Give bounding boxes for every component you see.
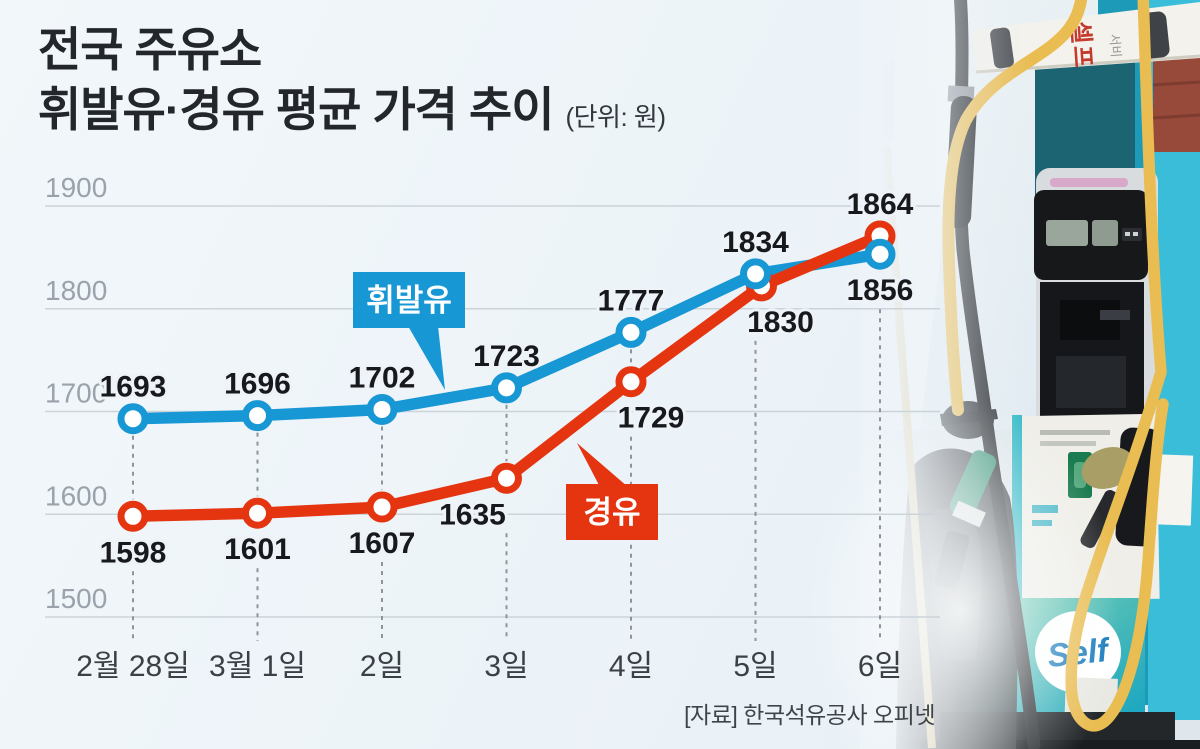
chart-title: 전국 주유소 휘발유·경유 평균 가격 추이 (단위: 원)	[38, 20, 666, 140]
title-line2-text: 휘발유·경유 평균 가격 추이	[38, 83, 554, 137]
title-line2: 휘발유·경유 평균 가격 추이 (단위: 원)	[38, 80, 666, 140]
x-axis-label: 3일	[484, 650, 528, 683]
value-label-series-1: 1598	[100, 536, 167, 569]
x-axis-label: 4일	[609, 650, 653, 683]
legend-callout-box-0	[353, 272, 465, 328]
data-point-series-0	[366, 393, 398, 425]
y-axis-label: 1900	[45, 172, 107, 203]
x-axis-label: 5일	[733, 650, 777, 683]
data-point-series-0	[491, 372, 522, 404]
y-axis-label: 1500	[45, 583, 107, 614]
volume-lcd-screen	[1092, 220, 1118, 246]
brick-wall	[1153, 52, 1200, 152]
value-label-series-1: 1607	[349, 527, 416, 560]
self-sign-subtext: 서비	[1107, 33, 1124, 58]
legend-label-1: 경유	[583, 495, 640, 530]
unit-note: (단위: 원)	[565, 102, 666, 133]
data-point-series-1	[615, 366, 647, 398]
x-axis-label: 2월 28일	[76, 650, 190, 683]
series-line-1	[127, 230, 886, 523]
value-label-series-1: 1729	[618, 402, 685, 435]
data-point-series-1	[117, 500, 149, 532]
data-point-series-1	[491, 462, 522, 494]
legend-callout-box-1	[566, 484, 658, 540]
value-label-series-0: 1693	[100, 371, 167, 404]
value-label-series-1: 1601	[224, 533, 291, 566]
value-label-series-1: 1830	[747, 306, 814, 339]
data-point-series-0	[242, 400, 273, 432]
source-credit: [자료] 한국석유공사 오피넷	[684, 702, 935, 728]
legend-callout-tail-0	[408, 326, 445, 390]
data-point-series-1	[242, 497, 273, 529]
paper-notice	[1156, 454, 1194, 526]
data-point-series-0	[117, 403, 149, 435]
value-label-series-0: 1696	[224, 368, 291, 401]
legend-callout-tail-1	[577, 443, 628, 487]
data-point-series-1	[746, 270, 777, 302]
value-label-series-0: 1723	[473, 340, 540, 373]
pump-display-module	[1034, 190, 1148, 280]
x-axis-label: 3월 1일	[209, 650, 306, 683]
series-line-0	[127, 248, 886, 425]
value-label-series-0: 1702	[349, 361, 416, 394]
gas-pump-illustration: 셀프 서비	[860, 0, 1200, 749]
data-point-series-1	[366, 491, 398, 523]
value-label-series-1: 1635	[439, 498, 506, 531]
gas-pump-photo: 셀프 서비	[800, 0, 1200, 749]
value-label-series-0: 1834	[722, 226, 789, 259]
legend-label-0: 휘발유	[366, 283, 452, 318]
data-point-series-0	[615, 316, 647, 348]
data-point-series-0	[740, 258, 771, 290]
y-axis-label: 1700	[45, 378, 107, 409]
y-axis-label: 1600	[45, 480, 107, 511]
title-line1: 전국 주유소	[38, 23, 262, 76]
value-label-series-0: 1777	[598, 284, 665, 317]
y-axis-label: 1800	[45, 275, 107, 306]
price-lcd-screen	[1046, 220, 1088, 246]
x-axis-label: 2일	[360, 650, 404, 683]
